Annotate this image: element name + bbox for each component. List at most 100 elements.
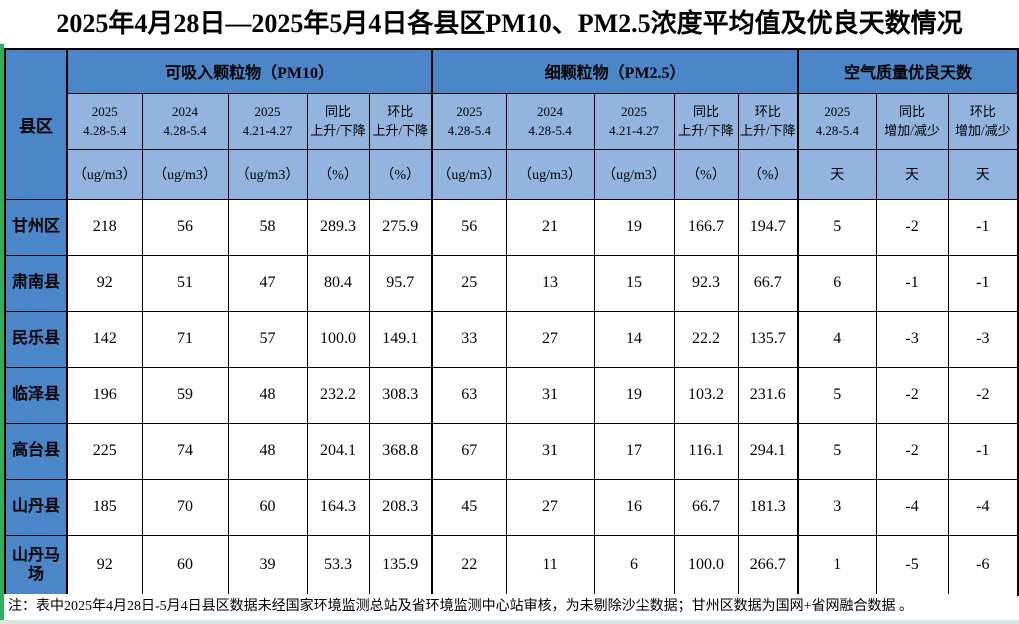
table-row-minle: 民乐县 142 71 57 100.0 149.1 33 27 14 22.2 … <box>4 310 1019 368</box>
bottom-edge-strip <box>0 620 1019 624</box>
col-header-pm25-yoy: 同比上升/下降 <box>673 92 739 150</box>
col-header-pm25-2024: 2024 4.28-5.4 <box>505 92 595 150</box>
value-cell: 289.3 <box>306 198 370 256</box>
period-line2: 上升/下降 <box>310 123 366 138</box>
value-cell: 71 <box>141 310 229 368</box>
period-line1: 环比 <box>387 103 414 119</box>
unit-cell: 天 <box>875 148 949 200</box>
value-cell: -2 <box>947 366 1019 424</box>
value-cell: 135.7 <box>737 310 799 368</box>
table-row-sunan: 肃南县 92 51 47 80.4 95.7 25 13 15 92.3 66.… <box>4 254 1019 312</box>
value-cell: -1 <box>947 198 1019 256</box>
unit-cell: （%） <box>673 148 739 200</box>
value-cell: 60 <box>141 534 229 596</box>
value-cell: 25 <box>431 254 507 312</box>
value-cell: 92 <box>66 534 143 596</box>
value-cell: 218 <box>66 198 143 256</box>
value-cell: 63 <box>431 366 507 424</box>
value-cell: 100.0 <box>673 534 739 596</box>
value-cell: 95.7 <box>368 254 433 312</box>
value-cell: 5 <box>797 198 877 256</box>
value-cell: -3 <box>875 310 949 368</box>
value-cell: -3 <box>947 310 1019 368</box>
value-cell: 45 <box>431 478 507 536</box>
value-cell: 13 <box>505 254 595 312</box>
unit-cell: （%） <box>737 148 799 200</box>
value-cell: 92.3 <box>673 254 739 312</box>
col-header-pm10-mom: 环比 上升/下降 <box>368 92 433 150</box>
value-cell: 5 <box>797 422 877 480</box>
value-cell: 294.1 <box>737 422 799 480</box>
value-cell: 56 <box>141 198 229 256</box>
group-header-pm10: 可吸入颗粒物（PM10） <box>66 48 433 94</box>
data-table-wrapper: 县区 可吸入颗粒物（PM10） 细颗粒物（PM2.5） 空气质量优良天数 202… <box>4 48 1019 596</box>
value-cell: 27 <box>505 310 595 368</box>
unit-cell: （ug/m3） <box>505 148 595 200</box>
value-cell: -1 <box>947 254 1019 312</box>
value-cell: 31 <box>505 366 595 424</box>
table-row-ganzhou: 甘州区 218 56 58 289.3 275.9 56 21 19 166.7… <box>4 198 1019 256</box>
period-line2: 4.28-5.4 <box>815 123 859 138</box>
period-line2: 上升/下降 <box>678 123 734 138</box>
value-cell: 204.1 <box>306 422 370 480</box>
county-cell: 甘州区 <box>4 198 68 256</box>
value-cell: 48 <box>227 366 308 424</box>
unit-cell: （%） <box>306 148 370 200</box>
period-line2: 增加/减少 <box>884 123 940 138</box>
value-cell: 19 <box>593 366 675 424</box>
col-header-pm10-yoy: 同比 上升/下降 <box>306 92 370 150</box>
group-header-row: 县区 可吸入颗粒物（PM10） 细颗粒物（PM2.5） 空气质量优良天数 <box>4 48 1019 200</box>
value-cell: 56 <box>431 198 507 256</box>
period-line2: 4.21-4.27 <box>609 123 659 138</box>
value-cell: 31 <box>505 422 595 480</box>
unit-cell: （ug/m3） <box>227 148 308 200</box>
period-line2: 4.21-4.27 <box>242 123 293 138</box>
value-cell: 208.3 <box>368 478 433 536</box>
value-cell: 116.1 <box>673 422 739 480</box>
county-column-header: 县区 <box>4 48 68 200</box>
value-cell: 67 <box>431 422 507 480</box>
table-row-shandan-machang: 山丹马场 92 60 39 53.3 135.9 22 11 6 100.0 2… <box>4 534 1019 596</box>
col-header-days-mom: 环比 增加/减少 <box>947 92 1019 150</box>
table-row-linze: 临泽县 196 59 48 232.2 308.3 63 31 19 103.2… <box>4 366 1019 424</box>
value-cell: 39 <box>227 534 308 596</box>
unit-cell: （%） <box>368 148 433 200</box>
value-cell: 33 <box>431 310 507 368</box>
value-cell: 3 <box>797 478 877 536</box>
period-line2: 4.28-5.4 <box>528 123 572 138</box>
period-line1: 2024 <box>172 103 198 119</box>
period-line1: 2025 <box>824 103 851 119</box>
period-line2: 上升/下降 <box>739 123 796 138</box>
value-cell: 92 <box>66 254 143 312</box>
value-cell: 100.0 <box>306 310 370 368</box>
value-cell: 66.7 <box>737 254 799 312</box>
county-cell: 高台县 <box>4 422 68 480</box>
county-cell: 山丹马场 <box>4 534 68 596</box>
period-line1: 同比 <box>693 103 720 119</box>
value-cell: 21 <box>505 198 595 256</box>
col-header-days-2025: 2025 4.28-5.4 <box>797 92 877 150</box>
value-cell: -4 <box>947 478 1019 536</box>
county-cell: 肃南县 <box>4 254 68 312</box>
unit-cell: （ug/m3） <box>593 148 675 200</box>
value-cell: 22 <box>431 534 507 596</box>
value-cell: 103.2 <box>673 366 739 424</box>
county-cell: 民乐县 <box>4 310 68 368</box>
col-header-pm10-2025: 2025 4.28-5.4 <box>66 92 143 150</box>
value-cell: -6 <box>947 534 1019 596</box>
period-line1: 2025 <box>621 103 648 119</box>
pm-data-table: 县区 可吸入颗粒物（PM10） 细颗粒物（PM2.5） 空气质量优良天数 202… <box>4 48 1019 596</box>
value-cell: 22.2 <box>673 310 739 368</box>
value-cell: 59 <box>141 366 229 424</box>
col-header-pm25-mom: 环比 上升/下降 <box>737 92 799 150</box>
col-header-pm10-2024: 2024 4.28-5.4 <box>141 92 229 150</box>
value-cell: -1 <box>875 254 949 312</box>
value-cell: -5 <box>875 534 949 596</box>
county-cell: 临泽县 <box>4 366 68 424</box>
value-cell: 53.3 <box>306 534 370 596</box>
table-row-gaotai: 高台县 225 74 48 204.1 368.8 67 31 17 116.1… <box>4 422 1019 480</box>
period-header-row: 2025 4.28-5.4 2024 4.28-5.4 2025 4.21-4.27 … <box>5 92 1019 150</box>
value-cell: 17 <box>593 422 675 480</box>
value-cell: 57 <box>227 310 308 368</box>
